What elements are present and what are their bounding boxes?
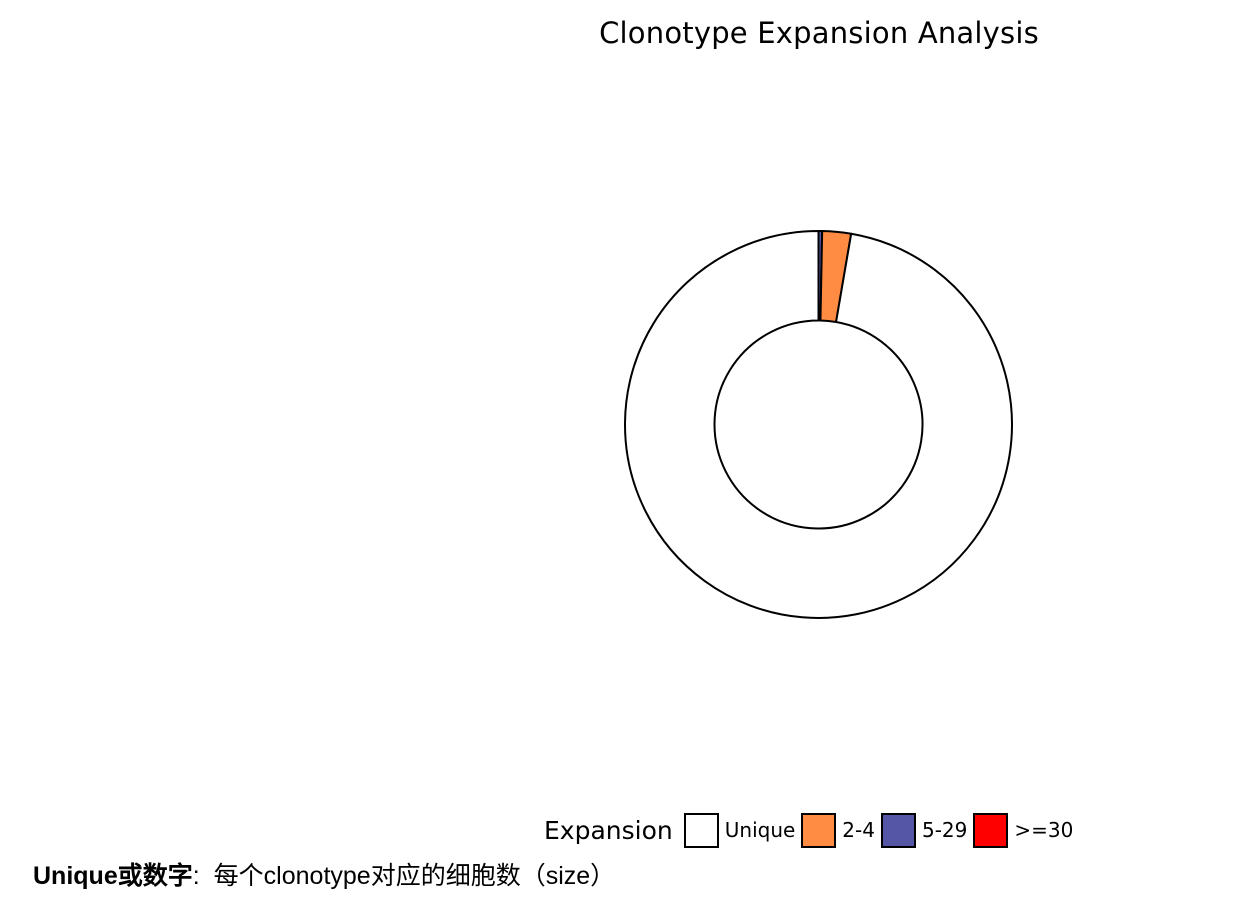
legend-swatch-unique (683, 812, 719, 848)
legend-label-unique: Unique (724, 818, 796, 842)
legend-item-ge30: >=30 (973, 812, 1074, 848)
legend-swatch-5-29 (880, 812, 916, 848)
legend-swatch-ge30 (973, 812, 1009, 848)
legend-title: Expansion (544, 815, 673, 845)
footnote-term: Unique或数字 (33, 862, 193, 890)
footnote-separator: : (192, 862, 200, 890)
legend-item-unique: Unique (683, 812, 796, 848)
legend-label-5-29: 5-29 (921, 818, 968, 842)
donut-slice-unique (624, 230, 1013, 619)
legend-label-2-4: 2-4 (842, 818, 875, 842)
footnote: Unique或数字: 每个clonotype对应的细胞数（size） (33, 856, 615, 892)
legend-item-2-4: 2-4 (801, 812, 875, 848)
legend-swatch-2-4 (801, 812, 837, 848)
legend-items: Unique 2-4 5-29 >=30 (683, 812, 1080, 848)
legend-item-5-29: 5-29 (880, 812, 968, 848)
chart-title: Clonotype Expansion Analysis (599, 16, 1039, 50)
legend-label-ge30: >=30 (1014, 818, 1074, 842)
footnote-text: 每个clonotype对应的细胞数（size） (213, 862, 616, 890)
legend: Expansion Unique 2-4 5-29 >=30 (544, 809, 1079, 851)
